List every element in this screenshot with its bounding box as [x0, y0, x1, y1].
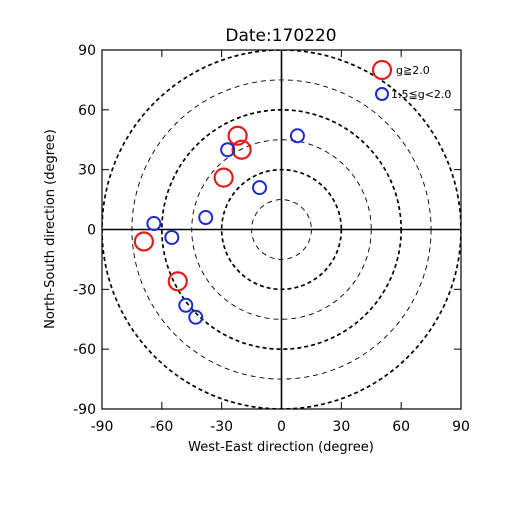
blue-data-point: [146, 216, 162, 232]
x-axis-label: West-East direction (degree): [188, 440, 374, 455]
x-tick-label: 30: [332, 419, 350, 435]
red-data-point: [133, 231, 154, 252]
blue-data-point: [252, 180, 268, 196]
legend-label: 1.5≦g<2.0: [391, 88, 451, 101]
y-tick-label: 30: [78, 163, 96, 179]
y-tick-label: 60: [78, 103, 96, 119]
legend-label: g≧2.0: [396, 64, 430, 77]
blue-data-point: [178, 297, 194, 313]
y-tick-label: 90: [78, 43, 96, 59]
blue-data-point: [220, 142, 236, 158]
y-tick-labels: 90 60 30 0 -30 -60 -90: [73, 43, 96, 418]
x-tick-label: -60: [150, 419, 173, 435]
red-data-point: [213, 167, 234, 188]
x-tick-label: -30: [210, 419, 233, 435]
y-axis-label: North-South direction (degree): [43, 129, 58, 329]
legend: g≧2.0 1.5≦g<2.0: [371, 59, 451, 101]
tick-marks: [101, 49, 462, 410]
blue-data-point: [164, 229, 180, 245]
legend-marker: [371, 59, 393, 81]
blue-data-point: [289, 128, 305, 144]
blue-data-point: [188, 309, 204, 325]
y-tick-label: -60: [73, 342, 96, 358]
x-tick-label: -90: [91, 419, 114, 435]
y-tick-label: -90: [73, 402, 96, 418]
chart-title: Date:170220: [225, 26, 336, 46]
red-data-point: [231, 139, 252, 160]
blue-data-point: [198, 210, 214, 226]
legend-marker: [375, 87, 389, 101]
center-axes: [102, 50, 461, 409]
x-tick-label: 0: [277, 419, 286, 435]
x-tick-label: 60: [392, 419, 410, 435]
data-points: [133, 125, 305, 325]
y-tick-label: -30: [73, 282, 96, 298]
x-tick-labels: -90 -60 -30 0 30 60 90: [91, 419, 470, 435]
red-data-point: [167, 271, 188, 292]
y-tick-label: 0: [87, 223, 96, 239]
red-data-point: [227, 125, 248, 146]
x-tick-label: 90: [452, 419, 470, 435]
